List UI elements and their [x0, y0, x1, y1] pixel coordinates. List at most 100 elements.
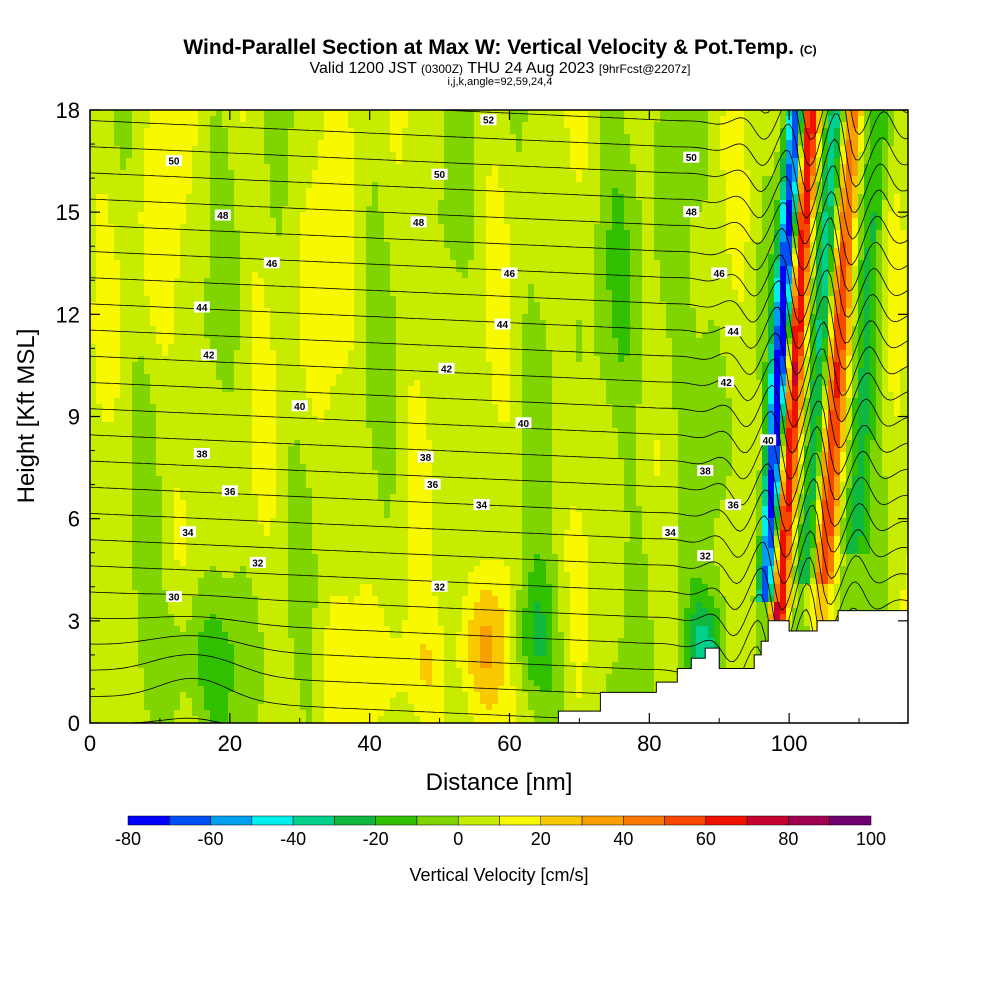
velocity-cell [144, 416, 151, 423]
velocity-cell [354, 416, 361, 423]
velocity-cell [378, 308, 385, 315]
velocity-cell [210, 716, 217, 723]
velocity-cell [174, 284, 181, 291]
velocity-cell [240, 488, 247, 495]
velocity-cell [204, 338, 211, 345]
velocity-cell [318, 614, 325, 621]
velocity-cell [90, 152, 97, 159]
velocity-cell [144, 614, 151, 621]
velocity-cell [294, 374, 301, 381]
velocity-cell [126, 632, 133, 639]
velocity-cell [366, 362, 373, 369]
velocity-cell [258, 614, 265, 621]
velocity-cell [156, 464, 163, 471]
velocity-cell [336, 308, 343, 315]
velocity-cell [186, 356, 193, 363]
velocity-cell [114, 230, 121, 237]
velocity-cell [144, 398, 151, 405]
velocity-cell [186, 626, 193, 633]
velocity-cell [96, 278, 103, 285]
velocity-cell [240, 704, 247, 711]
velocity-cell [138, 680, 145, 687]
velocity-cell [360, 542, 367, 549]
velocity-cell [258, 662, 265, 669]
velocity-cell [216, 620, 223, 627]
velocity-cell [270, 410, 277, 417]
velocity-cell [162, 410, 169, 417]
velocity-cell [318, 254, 325, 261]
velocity-cell [150, 680, 157, 687]
velocity-cell [288, 296, 295, 303]
velocity-cell [276, 188, 283, 195]
velocity-cell [366, 698, 373, 705]
velocity-cell [126, 146, 133, 153]
velocity-cell [150, 290, 157, 297]
velocity-cell [372, 146, 379, 153]
velocity-cell [336, 536, 343, 543]
velocity-cell [276, 284, 283, 291]
velocity-cell [354, 632, 361, 639]
velocity-cell [186, 656, 193, 663]
velocity-cell [192, 398, 199, 405]
velocity-cell [240, 452, 247, 459]
velocity-cell [90, 704, 97, 711]
velocity-cell [354, 302, 361, 309]
velocity-cell [348, 470, 355, 477]
velocity-cell [294, 530, 301, 537]
velocity-cell [168, 500, 175, 507]
velocity-cell [126, 518, 133, 525]
velocity-cell [132, 698, 139, 705]
velocity-cell [234, 638, 241, 645]
velocity-cell [312, 554, 319, 561]
velocity-cell [174, 290, 181, 297]
velocity-cell [114, 284, 121, 291]
velocity-cell [276, 176, 283, 183]
velocity-cell [330, 320, 337, 327]
velocity-cell [330, 620, 337, 627]
velocity-cell [354, 158, 361, 165]
velocity-cell [168, 656, 175, 663]
velocity-cell [204, 386, 211, 393]
velocity-cell [282, 404, 289, 411]
velocity-cell [114, 614, 121, 621]
velocity-cell [348, 380, 355, 387]
velocity-cell [342, 536, 349, 543]
velocity-cell [114, 218, 121, 225]
velocity-cell [162, 440, 169, 447]
velocity-cell [162, 590, 169, 597]
velocity-cell [126, 236, 133, 243]
velocity-cell [168, 488, 175, 495]
velocity-cell [306, 710, 313, 717]
velocity-cell [234, 584, 241, 591]
velocity-cell [132, 494, 139, 501]
velocity-cell [264, 650, 271, 657]
velocity-cell [168, 122, 175, 129]
velocity-cell [360, 278, 367, 285]
velocity-cell [222, 662, 229, 669]
velocity-cell [294, 188, 301, 195]
velocity-cell [276, 566, 283, 573]
velocity-cell [306, 650, 313, 657]
velocity-cell [222, 644, 229, 651]
velocity-cell [288, 536, 295, 543]
velocity-cell [114, 176, 121, 183]
velocity-cell [342, 644, 349, 651]
velocity-cell [126, 554, 133, 561]
velocity-cell [228, 302, 235, 309]
velocity-cell [96, 644, 103, 651]
velocity-cell [300, 374, 307, 381]
velocity-cell [330, 266, 337, 273]
velocity-cell [138, 302, 145, 309]
velocity-cell [234, 608, 241, 615]
velocity-cell [132, 572, 139, 579]
velocity-cell [240, 656, 247, 663]
velocity-cell [114, 494, 121, 501]
velocity-cell [294, 488, 301, 495]
velocity-cell [222, 584, 229, 591]
velocity-cell [264, 290, 271, 297]
velocity-cell [156, 290, 163, 297]
velocity-cell [198, 428, 205, 435]
velocity-cell [288, 668, 295, 675]
velocity-cell [360, 176, 367, 183]
velocity-cell [192, 248, 199, 255]
